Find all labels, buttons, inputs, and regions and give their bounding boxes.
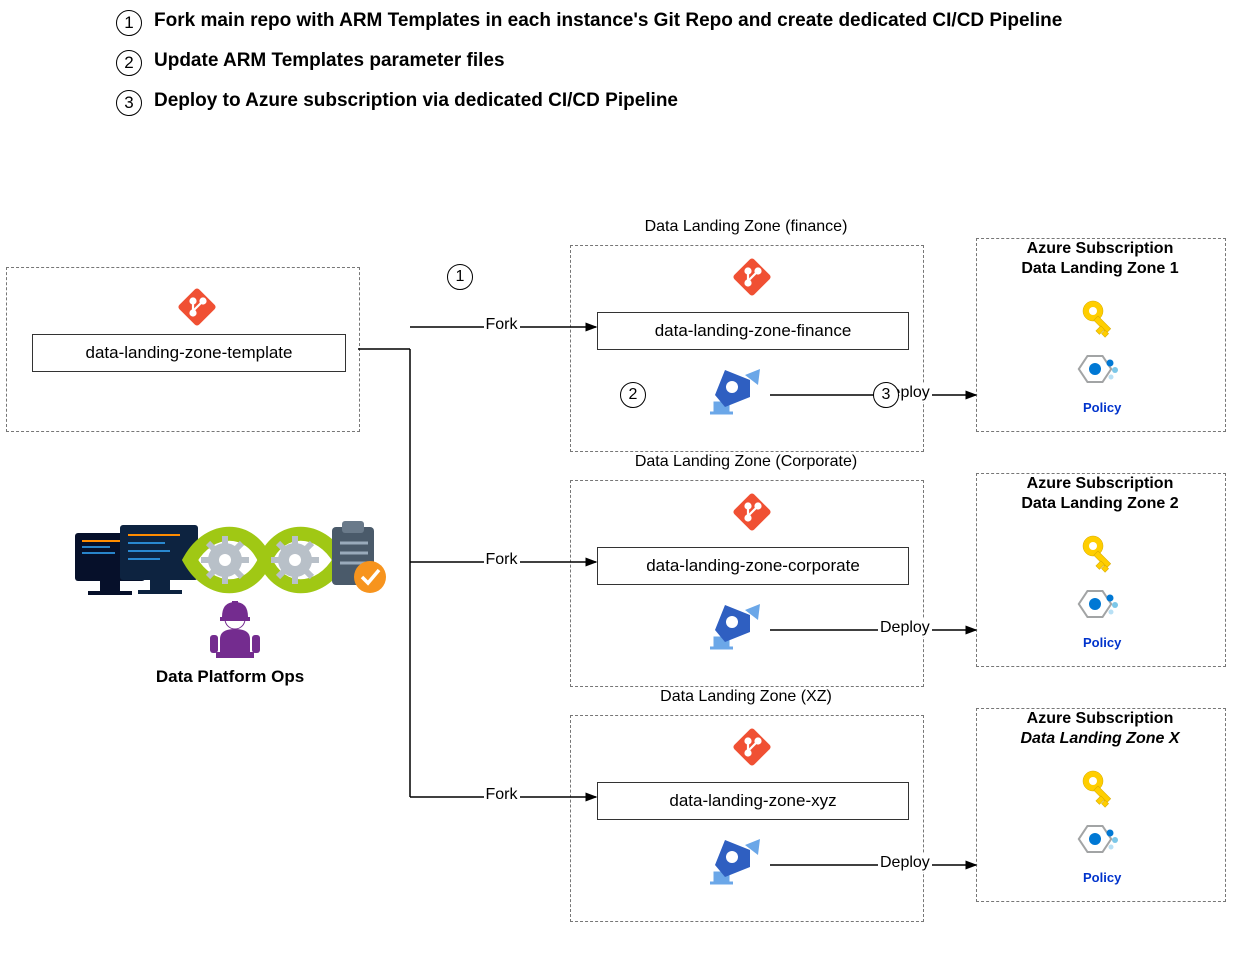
deploy-label: Deploy (878, 854, 932, 872)
arrow (0, 0, 1251, 958)
diagram-canvas: data-landing-zone-template Data Platform… (0, 0, 1251, 958)
step-badge-2: 2 (620, 382, 646, 408)
step-badge-1: 1 (447, 264, 473, 290)
step-badge-3: 3 (873, 382, 899, 408)
